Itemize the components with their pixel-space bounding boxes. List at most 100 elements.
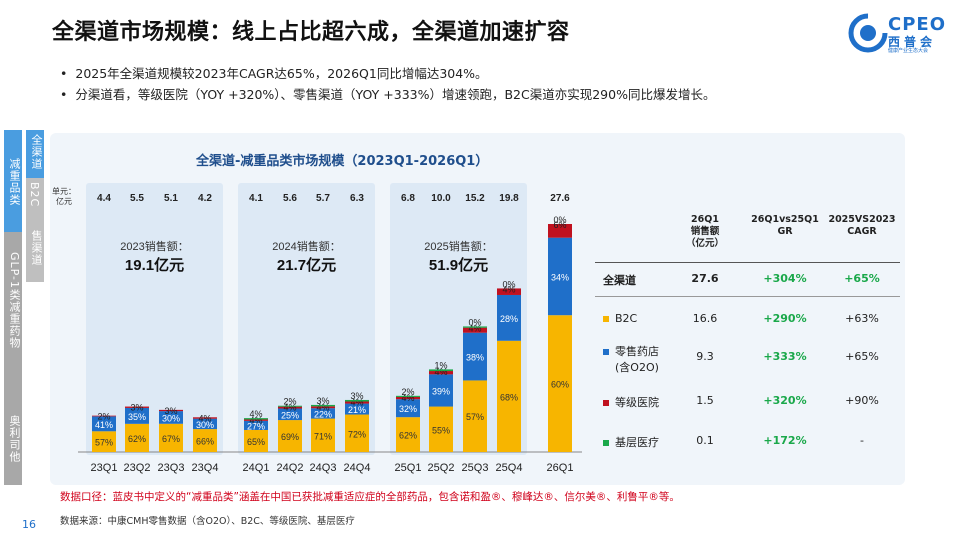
bar-segment [278, 405, 302, 407]
segment-share-label: 0% [553, 215, 566, 225]
bar-segment [311, 418, 335, 452]
tab-label[interactable]: 奥利司他 [8, 415, 21, 463]
segment-share-label: 60% [551, 380, 569, 390]
category-label: 25Q4 [496, 462, 523, 474]
total-label: 27.6 [550, 193, 570, 204]
data-caliber-note: 数据口径：蓝皮书中定义的“减重品类”涵盖在中国已获批减重适应症的全部药品，包含诺… [60, 491, 680, 503]
logo-subtitle: 健康产业生态大会 [888, 48, 929, 54]
tab-label[interactable]: 全渠道 [30, 134, 43, 170]
bar-segment [497, 294, 521, 341]
segment-share-label: 4% [283, 403, 296, 413]
total-label: 5.6 [283, 193, 297, 204]
segment-share-label: 3% [130, 403, 143, 413]
bar-segment [159, 409, 183, 412]
tab-label[interactable]: 减重品类 [8, 158, 21, 206]
bullet-item: 分渠道看，等级医院（YOY +320%）、零售渠道（YOY +333%）增速领跑… [60, 84, 715, 105]
segment-share-label: 69% [281, 432, 299, 442]
total-label: 5.1 [164, 193, 178, 204]
category-label: 25Q3 [462, 462, 489, 474]
segment-share-label: 65% [247, 437, 265, 447]
bar-segment [193, 417, 217, 419]
segment-share-label: 35% [128, 412, 146, 422]
page-title: 全渠道市场规模：线上占比超六成，全渠道加速扩容 [52, 20, 570, 45]
bar-segment [345, 414, 369, 452]
tab-label[interactable]: B2C [28, 182, 41, 208]
bar-segment [159, 423, 183, 452]
table-row-label: 零售药店 (含O2O) [603, 343, 659, 375]
summary-bullets: 2025年全渠道规模较2023年CAGR达65%，2026Q1同比增幅达304%… [60, 63, 715, 105]
segment-share-label: 3% [350, 391, 363, 401]
cagr-cell: +90% [845, 394, 879, 407]
total-label: 6.8 [401, 193, 415, 204]
year-sales-label: 2023销售额： [120, 239, 188, 253]
year-sales-value: 21.7亿元 [277, 256, 336, 274]
segment-share-label: 32% [399, 404, 417, 414]
category-label: 25Q2 [428, 462, 455, 474]
segment-share-label: 41% [95, 420, 113, 430]
bar-segment [311, 404, 335, 407]
sales-cell: 9.3 [696, 350, 714, 363]
segment-share-label: 4% [434, 367, 447, 377]
sales-cell: 27.6 [691, 272, 719, 285]
cagr-cell: +65% [845, 350, 879, 363]
segment-share-label: 38% [466, 353, 484, 363]
year-band [390, 183, 527, 455]
bullet-item: 2025年全渠道规模较2023年CAGR达65%，2026Q1同比增幅达304%… [60, 63, 715, 84]
bar-segment [548, 237, 572, 316]
bar-segment [244, 419, 268, 421]
growth-cell: +320% [763, 394, 807, 407]
bar-segment [125, 407, 149, 424]
cagr-cell: +65% [844, 272, 880, 285]
segment-share-label: 30% [162, 413, 180, 423]
segment-share-label: 28% [500, 314, 518, 324]
unit-label: 单元： [52, 186, 76, 196]
bar-segment [429, 406, 453, 452]
segment-share-label: 1% [434, 360, 447, 370]
total-label: 19.8 [499, 193, 519, 204]
total-label: 6.3 [350, 193, 364, 204]
year-sales-label: 2025销售额： [424, 239, 492, 253]
bar-segment [497, 340, 521, 452]
bar-segment [396, 396, 420, 400]
bar-segment [125, 423, 149, 452]
table-row-label: B2C [603, 312, 637, 325]
table-divider [595, 296, 900, 297]
bar-segment [463, 327, 487, 333]
bar-segment [159, 411, 183, 424]
cagr-cell: +63% [845, 312, 879, 325]
bar-segment [125, 406, 149, 408]
bar-segment [278, 408, 302, 421]
tab-label[interactable]: GLP-1类减重药物 [8, 252, 21, 350]
title-accent [0, 17, 6, 43]
year-sales-value: 51.9亿元 [429, 256, 488, 274]
bar-segment [311, 406, 335, 409]
segment-share-label: 4% [198, 413, 211, 423]
side-navigation: 减重品类 GLP-1类减重药物 奥利司他 全渠道 B2C 售渠道 [4, 130, 46, 488]
bar-segment [92, 431, 116, 452]
total-label: 4.1 [249, 193, 263, 204]
table-header: 26Q1vs25Q1 GR [751, 214, 819, 237]
segment-share-label: 4% [502, 284, 515, 294]
segment-share-label: 27% [247, 421, 265, 431]
category-label: 25Q1 [395, 462, 422, 474]
segment-share-label: 55% [432, 425, 450, 435]
category-label: 24Q1 [243, 462, 270, 474]
tab-weight-loss-category[interactable] [4, 130, 22, 232]
segment-share-label: 6% [553, 220, 566, 230]
segment-share-label: 39% [432, 386, 450, 396]
sales-cell: 0.1 [696, 434, 714, 447]
legend-swatch [603, 349, 609, 355]
bar-segment [396, 395, 420, 397]
tab-label[interactable]: 售渠道 [30, 230, 43, 266]
table-row-label: 基层医疗 [603, 434, 659, 450]
bar-segment [345, 399, 369, 402]
total-label: 10.0 [431, 193, 451, 204]
secondary-tab-column: 全渠道 B2C 售渠道 [26, 130, 44, 282]
tab-all-channel[interactable] [26, 130, 44, 178]
bar-segment [278, 406, 302, 409]
chart-title: 全渠道-减重品类市场规模（2023Q1-2026Q1） [196, 154, 489, 169]
segment-share-label: 2% [401, 387, 414, 397]
category-label: 26Q1 [547, 462, 574, 474]
segment-share-label: 67% [162, 434, 180, 444]
